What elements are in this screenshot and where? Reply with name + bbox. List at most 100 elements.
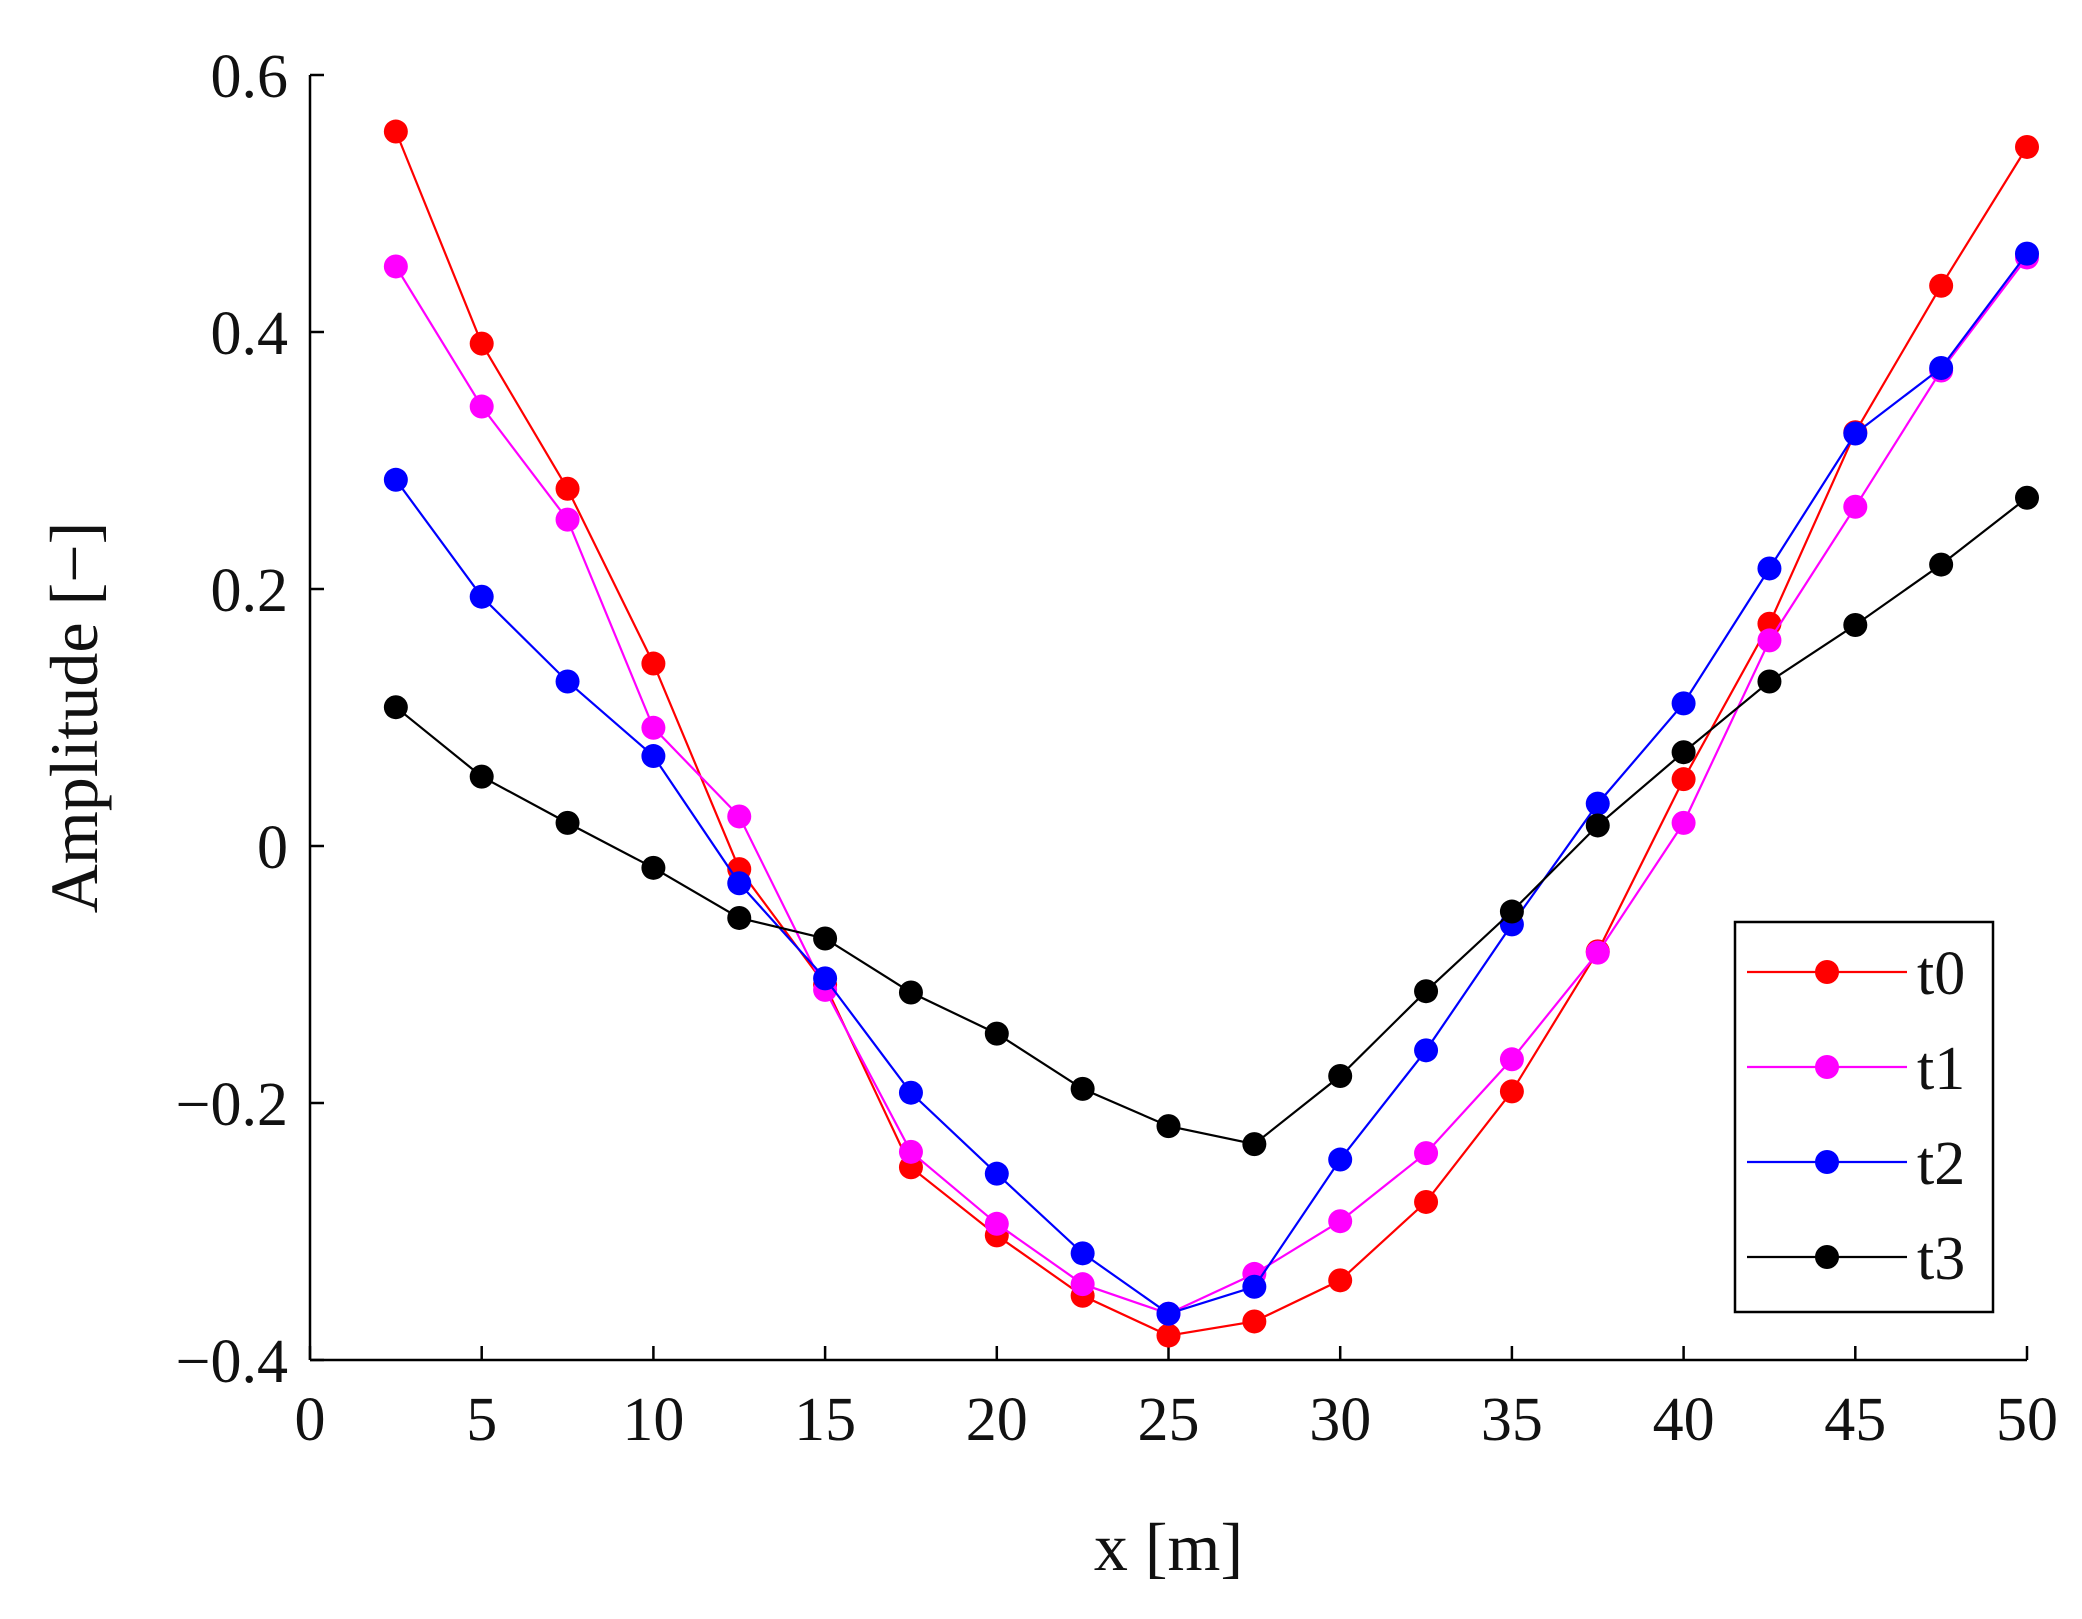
legend: t0 t1 t2 t3	[1733, 920, 1995, 1314]
legend-marker	[1815, 1245, 1839, 1269]
data-point-t1	[1328, 1209, 1353, 1234]
data-point-t1	[1070, 1272, 1095, 1297]
data-point-t3	[1414, 979, 1439, 1004]
legend-marker	[1815, 1055, 1839, 1079]
series-line-t2	[395, 252, 2028, 1315]
x-axis-title: x [m]	[1094, 1509, 1243, 1585]
data-point-t0	[1156, 1323, 1181, 1348]
data-point-t2	[555, 669, 580, 694]
data-point-t3	[2015, 485, 2039, 510]
data-point-t3	[898, 980, 923, 1005]
data-point-t1	[1585, 940, 1610, 965]
data-point-t2	[1328, 1147, 1353, 1172]
series-line-t3	[395, 496, 2028, 1146]
data-point-t3	[555, 810, 580, 835]
data-point-t3	[1585, 813, 1610, 838]
series-t2	[383, 241, 2039, 1326]
data-point-t2	[813, 966, 838, 991]
axes: 0 5 10 15 20 25 30 35 40 45 50 −0.4 −0.2 0 0.2 0.4 0.6 x …	[36, 43, 2058, 1585]
legend-item-t2: t2	[1747, 1130, 1965, 1198]
data-point-t2	[1242, 1274, 1267, 1299]
x-tick-label: 10	[622, 1386, 684, 1454]
data-point-t2	[1671, 691, 1696, 716]
data-point-t1	[984, 1211, 1009, 1236]
data-point-t1	[641, 715, 666, 740]
data-point-t3	[1671, 740, 1696, 765]
x-tick-label: 40	[1653, 1386, 1715, 1454]
data-point-t3	[727, 905, 752, 930]
legend-item-t3: t3	[1747, 1225, 1965, 1293]
data-point-t2	[727, 871, 752, 896]
legend-item-t0: t0	[1747, 940, 1965, 1008]
data-point-t3	[1070, 1076, 1095, 1101]
x-tick-label: 35	[1481, 1386, 1543, 1454]
series-line-t0	[394, 131, 2028, 1337]
y-tick-label: −0.4	[176, 1328, 288, 1396]
data-point-t1	[727, 804, 752, 829]
data-point-t2	[1585, 791, 1610, 816]
data-point-t0	[555, 476, 580, 501]
x-tick-label: 0	[295, 1386, 326, 1454]
data-point-t3	[469, 764, 494, 789]
data-point-t3	[813, 926, 838, 951]
data-point-t3	[1929, 552, 1954, 577]
y-tick-label: −0.2	[176, 1071, 288, 1139]
y-tick-label: 0.4	[211, 300, 289, 368]
series-line-t1	[394, 256, 2028, 1315]
data-point-t1	[1843, 494, 1868, 519]
legend-marker	[1815, 960, 1839, 984]
data-point-t2	[1070, 1241, 1095, 1266]
data-point-t0	[1242, 1309, 1267, 1334]
data-point-t2	[898, 1080, 923, 1105]
data-point-t0	[2015, 134, 2039, 159]
data-point-t3	[641, 855, 666, 880]
x-tick-label: 45	[1824, 1386, 1886, 1454]
y-tick-label: 0.6	[211, 43, 289, 111]
data-point-t2	[641, 744, 666, 769]
data-point-t1	[1757, 628, 1782, 653]
data-point-t0	[1328, 1268, 1353, 1293]
legend-label: t2	[1917, 1130, 1965, 1198]
y-tick-label: 0	[257, 814, 288, 882]
data-point-t3	[1499, 899, 1524, 924]
data-point-t0	[469, 331, 494, 356]
x-tick-label: 5	[466, 1386, 497, 1454]
data-point-t2	[1156, 1301, 1181, 1326]
data-point-t1	[1499, 1047, 1524, 1072]
data-point-t2	[984, 1161, 1009, 1186]
data-point-t3	[984, 1021, 1009, 1046]
legend-box	[1733, 920, 1995, 1314]
data-point-t2	[1757, 556, 1782, 581]
data-point-t2	[1929, 355, 1954, 380]
legend-marker	[1815, 1150, 1839, 1174]
x-tick-label: 25	[1138, 1386, 1200, 1454]
data-point-t1	[555, 507, 580, 532]
legend-item-t1: t1	[1747, 1035, 1965, 1103]
data-point-t2	[1843, 421, 1868, 446]
data-point-t1	[1414, 1141, 1439, 1166]
data-point-t1	[383, 254, 408, 279]
data-point-t0	[641, 651, 666, 676]
data-point-t3	[1328, 1064, 1353, 1089]
x-tick-label: 15	[794, 1386, 856, 1454]
data-point-t0	[1671, 767, 1696, 792]
legend-label: t0	[1917, 940, 1965, 1008]
data-point-t2	[1414, 1038, 1439, 1063]
data-point-t3	[1757, 669, 1782, 694]
data-point-t3	[1156, 1114, 1181, 1139]
y-axis-title: Amplitude [−]	[36, 522, 112, 914]
data-point-t0	[1499, 1079, 1524, 1104]
legend-label: t1	[1917, 1035, 1965, 1103]
data-point-t3	[1242, 1132, 1267, 1157]
legend-label: t3	[1917, 1225, 1965, 1293]
data-point-t2	[2015, 241, 2039, 266]
data-point-t0	[383, 119, 408, 144]
series-layer	[383, 119, 2039, 1348]
x-tick-label: 50	[1996, 1386, 2058, 1454]
x-tick-label: 30	[1309, 1386, 1371, 1454]
y-tick-label: 0.2	[211, 557, 289, 625]
x-tick-label: 20	[966, 1386, 1028, 1454]
series-t3	[383, 485, 2039, 1157]
data-point-t0	[1414, 1189, 1439, 1214]
